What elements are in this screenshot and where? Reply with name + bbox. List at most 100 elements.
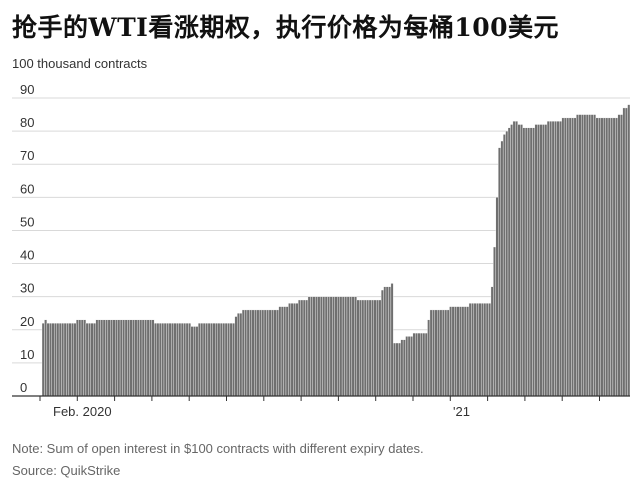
bar xyxy=(490,286,494,397)
bar xyxy=(212,322,216,397)
bar xyxy=(254,309,257,397)
y-tick-label: 30 xyxy=(20,281,34,296)
bar xyxy=(124,319,128,397)
bar xyxy=(432,309,435,397)
bar xyxy=(600,117,604,397)
bar xyxy=(493,246,496,397)
bar xyxy=(327,296,331,397)
bar xyxy=(607,117,611,397)
bar xyxy=(495,197,499,397)
bar xyxy=(595,117,599,397)
bar xyxy=(122,319,126,397)
bar xyxy=(424,332,428,397)
x-tick-label-21: '21 xyxy=(453,404,470,419)
bar xyxy=(361,299,365,397)
bar xyxy=(407,336,411,397)
bar xyxy=(500,140,504,397)
bar xyxy=(563,117,567,397)
bar xyxy=(246,309,250,397)
bar xyxy=(283,306,287,397)
bar xyxy=(498,147,501,397)
bar xyxy=(527,127,531,397)
y-tick-label: 0 xyxy=(20,380,27,395)
bar xyxy=(507,127,511,397)
bar xyxy=(102,319,106,397)
bar xyxy=(571,117,575,397)
bar xyxy=(117,319,121,397)
bar xyxy=(363,299,367,397)
y-tick-label: 10 xyxy=(20,347,34,362)
bar xyxy=(554,121,557,397)
bar xyxy=(66,322,70,397)
bar xyxy=(354,296,357,397)
bar xyxy=(217,322,221,397)
bar xyxy=(229,322,233,397)
bar xyxy=(581,114,584,397)
bar xyxy=(171,322,174,397)
bar xyxy=(522,127,526,397)
bar xyxy=(583,114,587,397)
bar xyxy=(549,121,553,397)
bar xyxy=(319,296,323,397)
bar xyxy=(241,309,245,397)
bar xyxy=(202,322,206,397)
bar xyxy=(339,296,343,397)
bar xyxy=(556,121,560,397)
bar xyxy=(368,299,372,397)
bar xyxy=(610,117,614,397)
bar xyxy=(598,117,601,397)
bar xyxy=(298,299,301,397)
bar xyxy=(185,322,189,397)
bar xyxy=(476,303,479,397)
bar xyxy=(546,121,550,397)
bar xyxy=(385,286,389,397)
bar xyxy=(302,299,306,397)
bar xyxy=(373,299,377,397)
bar xyxy=(151,319,155,397)
bar xyxy=(434,309,438,397)
bar xyxy=(51,322,55,397)
bar xyxy=(256,309,260,397)
bar xyxy=(146,319,150,397)
bar xyxy=(422,332,426,397)
bar xyxy=(166,322,170,397)
source-line: Source: QuikStrike xyxy=(12,463,121,478)
bar xyxy=(366,299,370,397)
bar xyxy=(478,303,482,397)
bar xyxy=(380,289,384,397)
bar xyxy=(617,114,621,397)
bar xyxy=(520,124,523,397)
bar xyxy=(251,309,255,397)
bar xyxy=(71,322,74,397)
bar xyxy=(429,309,433,397)
bar xyxy=(419,332,423,397)
bar xyxy=(295,303,299,397)
y-axis-unit-label: 100 thousand contracts xyxy=(12,56,148,71)
bar xyxy=(68,322,72,397)
bar xyxy=(585,114,589,397)
bar xyxy=(622,107,626,397)
y-tick-labels: 0 10 20 30 40 50 60 70 80 90 xyxy=(20,82,34,395)
bar xyxy=(107,319,111,397)
bar xyxy=(517,124,521,397)
bar xyxy=(341,296,345,397)
bar xyxy=(95,319,99,397)
bar xyxy=(588,114,592,397)
bar xyxy=(193,326,196,397)
bar xyxy=(488,303,492,397)
bar xyxy=(561,117,565,397)
bar xyxy=(480,303,484,397)
bar xyxy=(183,322,187,397)
bar xyxy=(383,286,387,397)
bar xyxy=(149,319,152,397)
bar xyxy=(566,117,570,397)
bar xyxy=(559,121,562,397)
bar xyxy=(602,117,606,397)
bar xyxy=(163,322,167,397)
bar xyxy=(524,127,528,397)
bar xyxy=(529,127,533,397)
bar xyxy=(427,319,431,397)
bar xyxy=(195,326,199,397)
bar xyxy=(456,306,460,397)
bar xyxy=(551,121,555,397)
